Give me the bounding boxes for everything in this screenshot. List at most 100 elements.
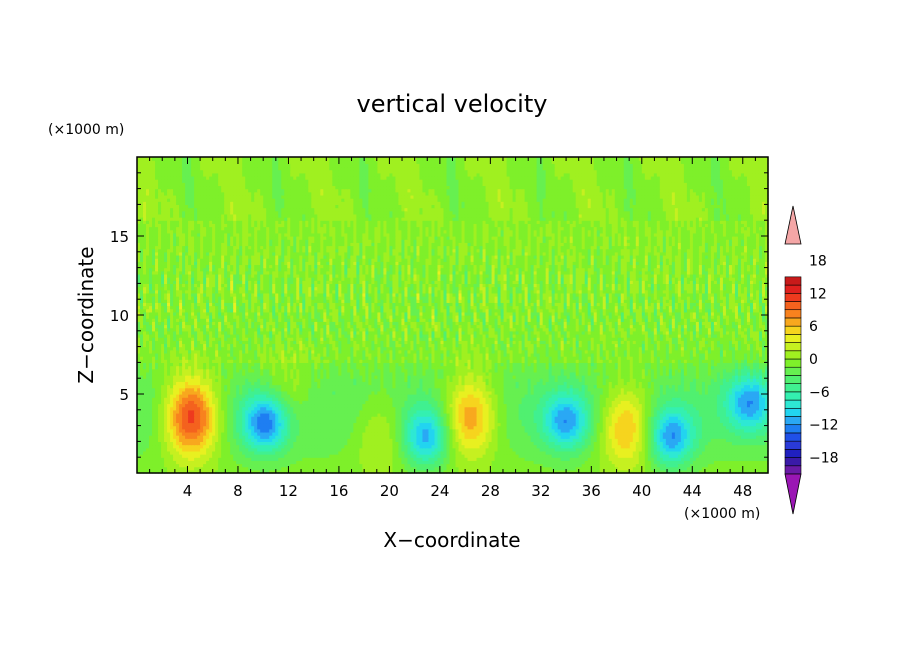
heatmap-cell [140,466,144,471]
heatmap-cell [176,460,180,465]
heatmap-cell [740,463,745,468]
heatmap-cell [731,460,736,465]
heatmap-cell [203,460,207,465]
heatmap-cell [671,457,676,461]
heatmap-cell [338,454,342,458]
heatmap-cell [158,457,162,461]
heatmap-cell [524,460,529,465]
heatmap-cell [575,469,580,474]
heatmap-cell [194,466,198,471]
heatmap-cell [626,450,631,455]
heatmap-cell [365,460,369,465]
heatmap-cell [212,466,216,471]
heatmap-cell [713,469,718,474]
heatmap-cell [194,450,198,455]
heatmap-cell [347,454,351,458]
heatmap-cell [518,463,523,468]
heatmap-cell [653,450,658,455]
heatmap-cell [137,463,141,468]
heatmap-cell [533,469,538,474]
heatmap-cell [422,450,427,455]
heatmap-cell [596,454,601,458]
heatmap-cell [170,454,174,458]
heatmap-cell [632,469,637,474]
heatmap-cell [326,460,330,465]
heatmap-cell [407,450,412,455]
heatmap-cell [554,457,559,461]
heatmap-cell [494,463,499,468]
heatmap-cell [149,469,153,474]
heatmap-cell [725,457,730,461]
heatmap-cell [146,469,150,474]
heatmap-cell [377,450,381,455]
heatmap-cell [404,469,409,474]
heatmap-cell [614,450,619,455]
heatmap-cell [524,454,529,458]
heatmap-cell [701,466,706,471]
heatmap-cell [485,466,490,471]
heatmap-cell [548,454,553,458]
heatmap-cell [401,463,406,468]
heatmap-cell [614,463,619,468]
heatmap-cell [761,454,766,458]
heatmap-cell [197,454,201,458]
heatmap-cell [185,469,189,474]
heatmap-cell [278,460,282,465]
heatmap-cell [233,463,237,468]
heatmap-cell [209,469,213,474]
heatmap-cell [194,460,198,465]
heatmap-cell [458,469,463,474]
heatmap-cell [146,457,150,461]
heatmap-cell [299,463,303,468]
heatmap-cell [620,469,625,474]
heatmap-cell [545,463,550,468]
heatmap-cell [765,454,769,458]
heatmap-cell [152,466,156,471]
heatmap-cell [593,450,598,455]
heatmap-cell [362,463,366,468]
heatmap-cell [551,463,556,468]
heatmap-cell [419,450,424,455]
heatmap-cell [257,460,261,465]
heatmap-cell [317,457,321,461]
heatmap-cell [557,450,562,455]
heatmap-cell [611,450,616,455]
heatmap-cell [710,457,715,461]
heatmap-cell [500,463,505,468]
heatmap-cell [704,469,709,474]
heatmap-cell [377,466,381,471]
heatmap-cell [710,460,715,465]
heatmap-cell [701,450,706,455]
heatmap-cell [206,469,210,474]
heatmap-cell [278,454,282,458]
heatmap-cell [194,454,198,458]
heatmap-cell [431,450,436,455]
heatmap-cell [401,466,406,471]
heatmap-cell [197,469,201,474]
heatmap-cell [740,454,745,458]
heatmap-cell [281,463,285,468]
heatmap-cell [392,460,396,465]
heatmap-cell [701,457,706,461]
heatmap-cell [356,450,360,455]
heatmap-cell [317,463,321,468]
heatmap-cell [431,463,436,468]
heatmap-cell [437,469,442,474]
heatmap-cell [149,450,153,455]
heatmap-cell [644,469,649,474]
heatmap-cell [695,460,700,465]
heatmap-cell [569,469,574,474]
heatmap-cell [710,450,715,455]
heatmap-cell [765,463,769,468]
heatmap-cell [188,463,192,468]
heatmap-cell [572,450,577,455]
heatmap-cell [491,469,496,474]
heatmap-cell [587,469,592,474]
heatmap-cell [320,450,324,455]
heatmap-cell [161,457,165,461]
heatmap-cell [434,463,439,468]
heatmap-cell [503,454,508,458]
heatmap-cell [275,463,279,468]
heatmap-cell [503,450,508,455]
heatmap-cell [257,463,261,468]
